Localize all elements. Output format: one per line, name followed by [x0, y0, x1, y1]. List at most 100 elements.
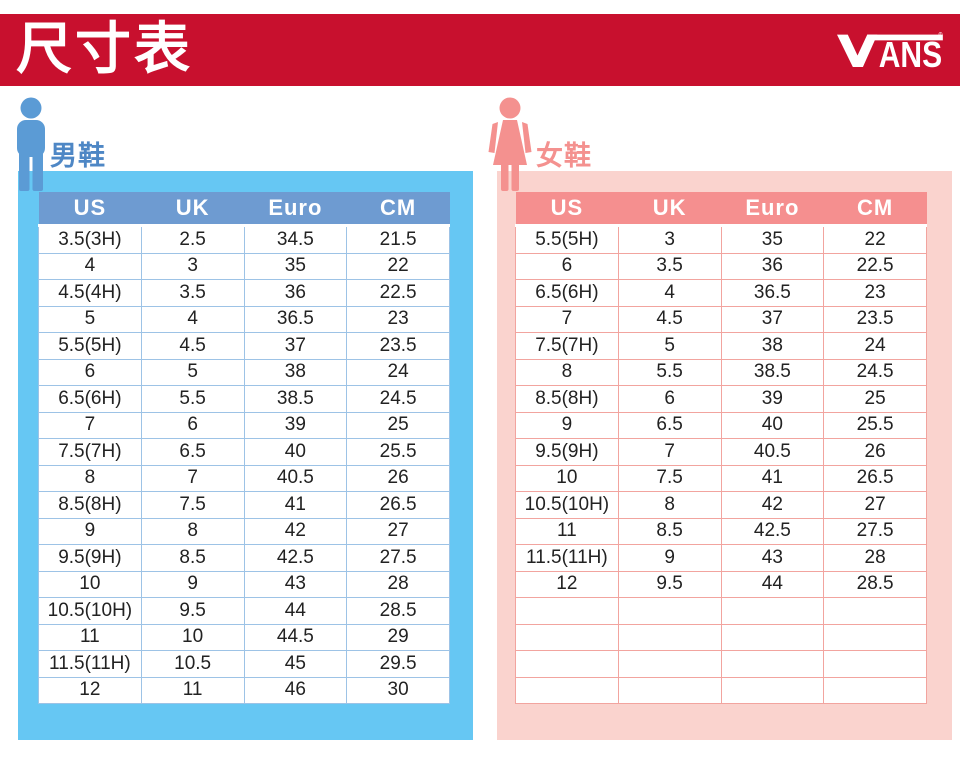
size-cell: 5 [140, 358, 245, 386]
table-row: 4.5(4H) 3.5 36 22.5 [38, 279, 450, 307]
size-cell: 42.5 [720, 517, 825, 545]
column-header: US [38, 192, 142, 227]
table-row: 6.5(6H) 4 36.5 23 [515, 279, 927, 307]
title-banner [0, 14, 960, 86]
table-row: 8 7 40.5 26 [38, 464, 450, 492]
size-cell: 3.5(3H) [38, 225, 142, 254]
size-cell: 26 [346, 464, 450, 492]
size-cell [515, 623, 619, 651]
table-row [515, 623, 927, 651]
size-cell: 7.5 [617, 464, 722, 492]
size-cell: 10.5(10H) [38, 597, 142, 625]
size-cell: 6.5 [140, 438, 245, 466]
table-row: 7.5(7H) 5 38 24 [515, 332, 927, 360]
svg-text:ANS: ANS [879, 34, 942, 68]
size-cell: 42.5 [243, 544, 348, 572]
size-cell: 28 [823, 544, 927, 572]
size-cell: 7 [515, 305, 619, 333]
size-cell: 28.5 [346, 597, 450, 625]
column-header: CM [346, 192, 450, 227]
size-cell: 46 [243, 676, 348, 704]
table-row: 6.5(6H) 5.5 38.5 24.5 [38, 385, 450, 413]
size-cell: 6.5(6H) [38, 385, 142, 413]
table-row: 5.5(5H) 3 35 22 [515, 225, 927, 254]
table-row: 9.5(9H) 8.5 42.5 27.5 [38, 544, 450, 572]
table-row: 5.5(5H) 4.5 37 23.5 [38, 332, 450, 360]
size-cell: 7.5(7H) [515, 332, 619, 360]
size-cell [617, 676, 722, 704]
size-cell: 28.5 [823, 570, 927, 598]
size-cell [515, 650, 619, 678]
size-cell [515, 597, 619, 625]
table-row: 4 3 35 22 [38, 252, 450, 280]
size-cell: 37 [720, 305, 825, 333]
size-cell: 38.5 [720, 358, 825, 386]
size-cell: 38 [243, 358, 348, 386]
table-row: 7 4.5 37 23.5 [515, 305, 927, 333]
male-figure-icon [17, 97, 45, 191]
table-row: 10 7.5 41 26.5 [515, 464, 927, 492]
size-cell: 43 [243, 570, 348, 598]
size-cell: 38.5 [243, 385, 348, 413]
size-cell: 7 [617, 438, 722, 466]
size-cell: 4.5 [140, 332, 245, 360]
table-row: 8 5.5 38.5 24.5 [515, 358, 927, 386]
size-cell: 42 [243, 517, 348, 545]
size-cell [617, 623, 722, 651]
size-cell [823, 650, 927, 678]
size-cell: 39 [243, 411, 348, 439]
size-cell: 36.5 [720, 279, 825, 307]
size-cell [823, 676, 927, 704]
size-cell [720, 650, 825, 678]
table-row: 7.5(7H) 6.5 40 25.5 [38, 438, 450, 466]
size-cell: 27 [346, 517, 450, 545]
size-cell: 45 [243, 650, 348, 678]
size-cell: 34.5 [243, 225, 348, 254]
size-cell: 10.5 [140, 650, 245, 678]
size-cell: 44 [243, 597, 348, 625]
size-cell: 23.5 [823, 305, 927, 333]
size-cell: 23.5 [346, 332, 450, 360]
size-cell: 29.5 [346, 650, 450, 678]
size-cell: 4.5(4H) [38, 279, 142, 307]
svg-text:®: ® [939, 31, 943, 38]
table-row: 3.5(3H) 2.5 34.5 21.5 [38, 225, 450, 254]
size-cell: 25.5 [823, 411, 927, 439]
size-cell: 8 [38, 464, 142, 492]
size-cell: 28 [346, 570, 450, 598]
table-row: 10 9 43 28 [38, 570, 450, 598]
size-cell: 40 [720, 411, 825, 439]
size-cell: 9.5 [617, 570, 722, 598]
size-cell: 8 [515, 358, 619, 386]
size-cell: 2.5 [140, 225, 245, 254]
table-row: 11 10 44.5 29 [38, 623, 450, 651]
size-cell: 4 [617, 279, 722, 307]
size-cell: 35 [720, 225, 825, 254]
size-cell: 6 [38, 358, 142, 386]
size-cell: 7 [140, 464, 245, 492]
size-cell: 11 [38, 623, 142, 651]
size-cell: 9.5(9H) [38, 544, 142, 572]
size-cell: 3 [140, 252, 245, 280]
size-cell: 25 [823, 385, 927, 413]
page-title: 尺寸表 [16, 17, 193, 80]
table-row: 6 5 38 24 [38, 358, 450, 386]
table-row: 5 4 36.5 23 [38, 305, 450, 333]
size-cell: 9 [140, 570, 245, 598]
size-cell: 23 [346, 305, 450, 333]
table-row: 6 3.5 36 22.5 [515, 252, 927, 280]
women-size-table: US UK Euro CM 5.5(5H) 3 35 22 6 3.5 36 22.5 6.5(6H)… [515, 192, 927, 704]
size-cell: 9 [515, 411, 619, 439]
table-row: 9 8 42 27 [38, 517, 450, 545]
men-size-table: US UK Euro CM 3.5(3H) 2.5 34.5 21.5 4 3 35 22 4.5(4… [38, 192, 450, 704]
size-cell: 11 [140, 676, 245, 704]
size-cell: 5 [38, 305, 142, 333]
size-cell: 3 [617, 225, 722, 254]
size-cell: 9 [617, 544, 722, 572]
column-header: UK [618, 192, 721, 227]
size-cell: 25 [346, 411, 450, 439]
table-row: 10.5(10H) 8 42 27 [515, 491, 927, 519]
table-row [515, 597, 927, 625]
size-cell: 8.5 [617, 517, 722, 545]
